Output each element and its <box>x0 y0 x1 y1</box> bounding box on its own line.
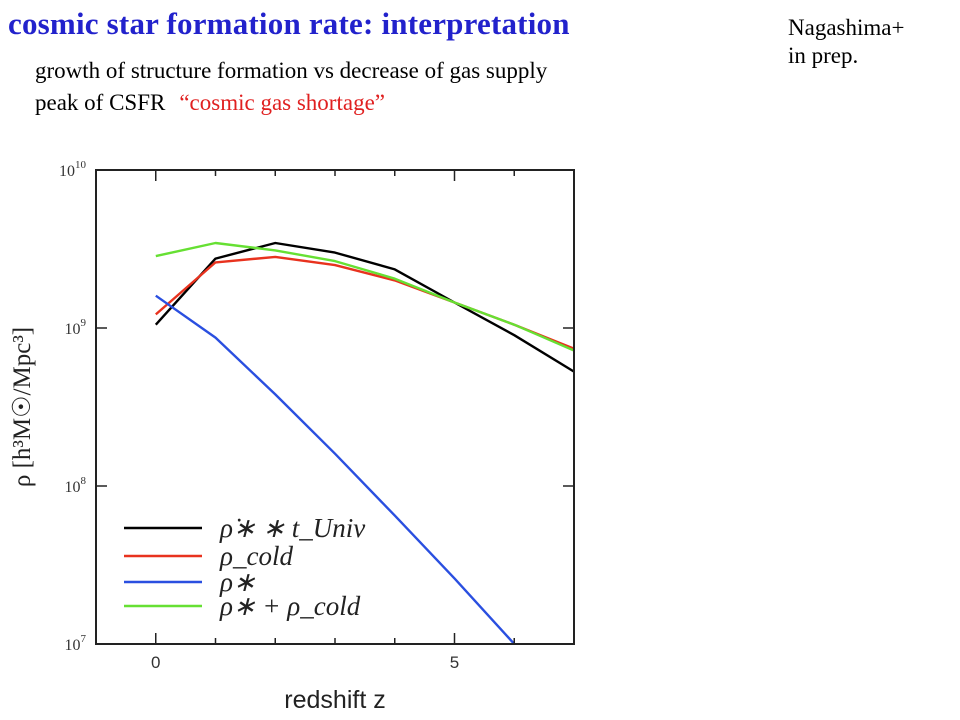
legend-label-0: ρ̇∗ ∗ t_Univ <box>219 513 365 543</box>
subtitle-prefix: peak of CSFR <box>35 90 166 115</box>
x-tick-label: 5 <box>450 653 459 672</box>
credit-author: Nagashima+ <box>788 15 905 40</box>
legend-label-1: ρ_cold <box>219 541 293 571</box>
y-tick-label: 109 <box>65 317 87 338</box>
subtitle-line-2: peak of CSFR “cosmic gas shortage” <box>35 90 385 116</box>
series-line-3 <box>155 241 574 352</box>
x-axis-label: redshift z <box>284 686 385 714</box>
series-lines <box>154 241 574 644</box>
plot-frame <box>95 169 575 645</box>
credit-status: in prep. <box>788 43 859 68</box>
legend-label-3: ρ∗ + ρ_cold <box>219 591 361 621</box>
x-tick-label: 0 <box>151 653 160 672</box>
axis-ticks <box>95 169 575 645</box>
series-line-0 <box>154 241 574 373</box>
y-axis-label: ρ [h³M☉/Mpc³] <box>9 327 36 487</box>
page-title: cosmic star formation rate: interpretati… <box>8 6 570 41</box>
credit-note: Nagashima+ in prep. <box>788 14 904 70</box>
series-line-2 <box>155 294 516 644</box>
y-tick-label: 107 <box>65 633 87 654</box>
subtitle-line-1: growth of structure formation vs decreas… <box>35 58 548 83</box>
tick-labels: 0 5 107 108 109 1010 <box>59 159 459 672</box>
y-tick-label: 1010 <box>59 159 87 180</box>
y-tick-label: 108 <box>65 475 87 496</box>
legend-label-2: ρ∗ <box>219 567 256 597</box>
gas-shortage-quote: “cosmic gas shortage” <box>179 90 385 115</box>
